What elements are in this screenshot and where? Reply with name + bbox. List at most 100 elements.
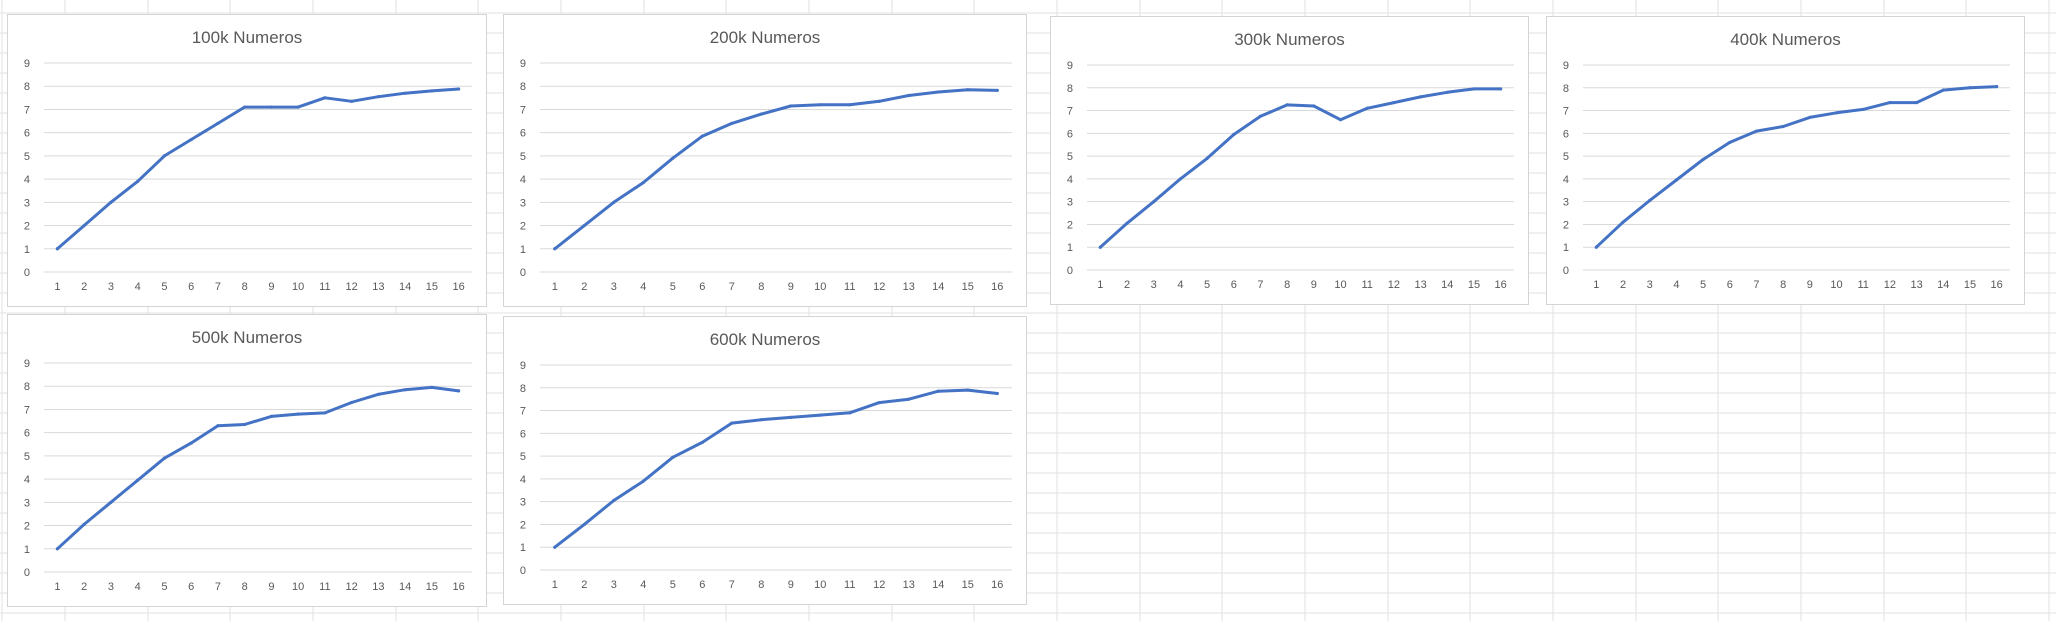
- data-point: [269, 105, 273, 109]
- x-tick-label: 6: [188, 581, 194, 593]
- x-tick-label: 14: [1441, 279, 1453, 291]
- y-tick-label: 7: [24, 104, 30, 116]
- y-tick-label: 6: [520, 428, 526, 440]
- data-point: [1178, 177, 1183, 181]
- x-tick-label: 2: [581, 281, 587, 293]
- x-tick-label: 10: [814, 281, 826, 293]
- x-tick-label: 9: [1807, 279, 1813, 291]
- x-tick-label: 14: [399, 281, 411, 293]
- data-point: [430, 89, 434, 93]
- line-chart[interactable]: 300k Numeros 0 1 2 3 4 5 6 7 8 9 1 2 3 4 5 6 7 8 9 10 11 12 13 1…: [1050, 16, 1529, 305]
- line-chart[interactable]: 200k Numeros 0 1 2 3 4 5 6 7 8 9 1 2 3 4 5 6 7 8 9 10 11 12 13 1…: [503, 14, 1027, 307]
- data-point: [1499, 87, 1503, 91]
- line-chart[interactable]: 100k Numeros 0 1 2 3 4 5 6 7 8 9 1 2 3 4 5 6 7 8 9 10 11 12 13 1…: [7, 14, 487, 307]
- x-tick-label: 9: [788, 281, 794, 293]
- y-tick-label: 7: [520, 104, 526, 116]
- data-point: [55, 247, 59, 251]
- x-tick-label: 1: [54, 281, 60, 293]
- data-point: [1728, 140, 1732, 145]
- data-point: [1365, 106, 1369, 110]
- y-tick-label: 9: [520, 58, 526, 70]
- chart-title: 200k Numeros: [710, 28, 821, 47]
- data-point: [966, 88, 970, 92]
- y-tick-label: 4: [1563, 174, 1569, 186]
- data-point: [641, 479, 645, 483]
- x-tick-label: 2: [1620, 279, 1626, 291]
- y-tick-label: 3: [24, 197, 30, 209]
- data-point: [1834, 111, 1839, 115]
- x-tick-label: 1: [54, 581, 60, 593]
- x-tick-label: 7: [729, 281, 735, 293]
- x-tick-label: 8: [1780, 279, 1786, 291]
- y-tick-label: 7: [520, 406, 526, 418]
- y-tick-label: 5: [24, 151, 30, 163]
- x-tick-label: 16: [1991, 279, 2003, 291]
- x-tick-label: 14: [1937, 279, 1949, 291]
- data-point: [216, 121, 220, 125]
- y-tick-label: 7: [1563, 106, 1569, 118]
- data-point: [1754, 129, 1759, 133]
- x-tick-label: 4: [135, 281, 141, 293]
- data-point: [189, 441, 193, 445]
- x-tick-label: 14: [932, 579, 944, 591]
- x-tick-label: 11: [1362, 279, 1373, 291]
- series-line: [55, 385, 461, 551]
- data-point: [403, 91, 407, 95]
- y-tick-label: 3: [24, 497, 30, 509]
- data-point: [1312, 104, 1316, 108]
- x-tick-label: 6: [699, 579, 705, 591]
- data-point: [818, 413, 822, 417]
- data-point: [789, 104, 793, 108]
- y-tick-label: 1: [1067, 242, 1073, 254]
- y-tick-label: 2: [1067, 219, 1073, 231]
- data-point: [582, 522, 586, 527]
- x-tick-label: 2: [1124, 279, 1130, 291]
- line-chart[interactable]: 600k Numeros 0 1 2 3 4 5 6 7 8 9 1 2 3 4 5 6 7 8 9 10 11 12 13 1…: [503, 316, 1027, 605]
- x-tick-label: 16: [1495, 279, 1507, 291]
- x-tick-label: 3: [611, 281, 617, 293]
- x-tick-label: 3: [1647, 279, 1653, 291]
- x-tick-label: 13: [372, 281, 384, 293]
- data-point: [376, 392, 380, 396]
- x-tick-label: 6: [1727, 279, 1733, 291]
- x-tick-label: 10: [1334, 279, 1346, 291]
- data-point: [966, 388, 970, 392]
- series-line: [553, 88, 999, 251]
- x-tick-label: 10: [292, 581, 304, 593]
- data-point: [1808, 115, 1812, 119]
- x-tick-label: 13: [1910, 279, 1922, 291]
- x-tick-label: 8: [1284, 279, 1290, 291]
- x-tick-label: 5: [161, 581, 167, 593]
- data-point: [700, 440, 704, 445]
- x-tick-label: 5: [670, 579, 676, 591]
- y-tick-label: 5: [1563, 151, 1569, 163]
- y-tick-label: 1: [520, 244, 526, 256]
- x-tick-label: 7: [729, 579, 735, 591]
- line-chart[interactable]: 400k Numeros 0 1 2 3 4 5 6 7 8 9 1 2 3 4 5 6 7 8 9 10 11 12 13 1…: [1546, 16, 2025, 305]
- x-tick-label: 4: [640, 281, 646, 293]
- data-point: [789, 415, 793, 419]
- y-tick-label: 3: [1563, 197, 1569, 209]
- y-tick-label: 0: [24, 567, 30, 579]
- data-point: [1472, 87, 1476, 91]
- y-tick-label: 0: [1563, 265, 1569, 277]
- y-tick-label: 7: [1067, 106, 1073, 118]
- data-point: [641, 180, 645, 185]
- data-point: [1594, 245, 1598, 249]
- data-point: [553, 545, 557, 549]
- data-point: [818, 103, 822, 107]
- data-point: [1445, 90, 1449, 94]
- x-tick-label: 3: [108, 581, 114, 593]
- x-tick-label: 7: [1257, 279, 1263, 291]
- line-chart[interactable]: 500k Numeros 0 1 2 3 4 5 6 7 8 9 1 2 3 4 5 6 7 8 9 10 11 12 13 1…: [7, 314, 487, 607]
- data-point: [1861, 107, 1865, 112]
- chart-title: 600k Numeros: [710, 330, 821, 349]
- x-tick-label: 1: [1097, 279, 1103, 291]
- x-tick-label: 9: [268, 281, 274, 293]
- y-tick-label: 5: [24, 451, 30, 463]
- data-point: [1968, 86, 1972, 90]
